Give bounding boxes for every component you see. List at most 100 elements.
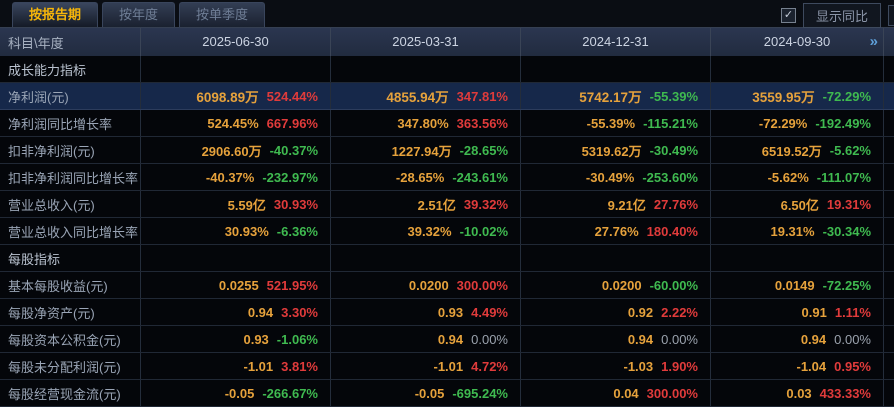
yoy-value: 4.49% [471, 304, 508, 320]
next-column-stub [883, 380, 894, 406]
value: 0.92 [627, 304, 654, 320]
value-cell: 0.92 2.22% [520, 299, 710, 325]
value: 2.51亿 [417, 197, 456, 213]
tab-quarterly[interactable]: 按单季度 [179, 2, 266, 27]
value-cell: -5.62% -111.07% [710, 164, 883, 190]
value: 39.32% [407, 223, 452, 239]
value-cell: -0.05 -266.67% [140, 380, 330, 406]
yoy-value: 1.90% [661, 358, 698, 374]
value: -30.49% [585, 169, 635, 185]
value: 0.94 [800, 331, 827, 347]
value: 0.94 [437, 331, 464, 347]
row-label: 每股资本公积金(元) [8, 332, 121, 348]
row-label: 每股净资产(元) [8, 305, 95, 321]
table-row[interactable]: 扣非净利润同比增长率 -40.37% -232.97% -28.65% -243.61%… [0, 164, 894, 191]
value: -0.05 [414, 385, 445, 401]
row-label: 每股指标 [8, 251, 61, 267]
yoy-value: 0.00% [834, 331, 871, 347]
show-yoy-checkbox[interactable]: ✓ [780, 8, 796, 23]
table-row[interactable]: 净利润(元) 6098.89万 524.44% 4855.94万 347.81% 5742… [0, 83, 894, 110]
value: -5.62% [767, 169, 809, 185]
row-label: 每股经营现金流(元) [8, 386, 121, 402]
value-cell: 1227.94万 -28.65% [330, 137, 520, 163]
table-row[interactable]: 净利润同比增长率 524.45% 667.96% 347.80% 363.56% -55.… [0, 110, 894, 137]
yoy-value: 1.11% [834, 304, 871, 320]
next-column-stub [883, 28, 894, 56]
column-header: 2024-12-31 [520, 28, 710, 56]
table-row[interactable]: 营业总收入同比增长率 30.93% -6.36% 39.32% -10.02% 27.76… [0, 218, 894, 245]
table-row[interactable]: 每股净资产(元) 0.94 3.30% 0.93 4.49% 0.92 2.22% 0.91 1… [0, 299, 894, 326]
yoy-value: 433.33% [819, 385, 871, 401]
value-cell: 0.94 0.00% [520, 326, 710, 352]
value-cell: 6098.89万 524.44% [140, 83, 330, 109]
value: 0.94 [627, 331, 654, 347]
yoy-value: -72.25% [822, 277, 871, 293]
value: 6519.52万 [761, 143, 822, 159]
value: 0.0255 [218, 277, 259, 293]
value-cell [710, 245, 883, 271]
chevron-double-right-icon[interactable]: » [869, 33, 878, 50]
value-cell: -1.01 3.81% [140, 353, 330, 379]
table-row[interactable]: 每股未分配利润(元) -1.01 3.81% -1.01 4.72% -1.03 1.90%… [0, 353, 894, 380]
value-cell: 5.59亿 30.93% [140, 191, 330, 217]
yoy-value: 524.44% [266, 88, 318, 104]
value: 0.93 [243, 331, 269, 347]
value: -72.29% [758, 115, 808, 131]
value-cell: -40.37% -232.97% [140, 164, 330, 190]
value-cell: 0.03 433.33% [710, 380, 883, 406]
value-cell: -28.65% -243.61% [330, 164, 520, 190]
yoy-value: 667.96% [266, 115, 318, 131]
section-row[interactable]: 每股指标 [0, 245, 894, 272]
value-cell: -55.39% -115.21% [520, 110, 710, 136]
value-cell: 39.32% -10.02% [330, 218, 520, 244]
value: 6098.89万 [196, 90, 259, 105]
value-cell: 3559.95万 -72.29% [710, 83, 883, 109]
yoy-value: 180.40% [646, 223, 698, 239]
column-header: 2024-09-30» [710, 28, 883, 56]
yoy-value: -72.29% [822, 88, 871, 104]
value-cell: 5742.17万 -55.39% [520, 83, 710, 109]
value: 5.59亿 [227, 197, 266, 213]
value: -0.05 [224, 385, 255, 401]
value-cell [330, 56, 520, 82]
value-cell: 19.31% -30.34% [710, 218, 883, 244]
yoy-value: 27.76% [653, 196, 698, 212]
value-cell [520, 56, 710, 82]
yoy-value: -243.61% [452, 169, 508, 185]
yoy-value: 19.31% [826, 196, 871, 212]
table-row[interactable]: 每股资本公积金(元) 0.93 -1.06% 0.94 0.00% 0.94 0.00% 0.… [0, 326, 894, 353]
value: -40.37% [205, 169, 255, 185]
section-row[interactable]: 成长能力指标 [0, 56, 894, 83]
value-cell: -30.49% -253.60% [520, 164, 710, 190]
table-body: 成长能力指标净利润(元) 6098.89万 524.44% 4855.94万 347.8… [0, 56, 894, 407]
value: -1.01 [433, 358, 464, 374]
next-column-stub [883, 299, 894, 325]
value-cell: 4855.94万 347.81% [330, 83, 520, 109]
table-row[interactable]: 基本每股收益(元) 0.0255 521.95% 0.0200 300.00% 0.020… [0, 272, 894, 299]
value-cell: 6519.52万 -5.62% [710, 137, 883, 163]
table-row[interactable]: 扣非净利润(元) 2906.60万 -40.37% 1227.94万 -28.65% 53… [0, 137, 894, 164]
yoy-value: -5.62% [829, 142, 871, 158]
value-cell: 0.0200 -60.00% [520, 272, 710, 298]
row-label: 净利润(元) [8, 89, 69, 105]
value-cell: 30.93% -6.36% [140, 218, 330, 244]
value: 0.0200 [601, 277, 642, 293]
tab-annual[interactable]: 按年度 [102, 2, 176, 27]
tab-report-period[interactable]: 按报告期 [12, 2, 99, 27]
value: 19.31% [770, 223, 815, 239]
value: 3559.95万 [752, 90, 815, 105]
table-row[interactable]: 每股经营现金流(元) -0.05 -266.67% -0.05 -695.24% 0.04… [0, 380, 894, 407]
show-yoy-button[interactable]: 显示同比 [802, 3, 881, 28]
value: 5319.62万 [581, 143, 642, 159]
value: 0.94 [247, 304, 274, 320]
value-cell: -1.04 0.95% [710, 353, 883, 379]
yoy-value: 39.32% [463, 196, 508, 212]
next-column-stub [883, 56, 894, 82]
corner-label: 科目\年度 [8, 35, 64, 51]
next-column-stub [883, 326, 894, 352]
value-cell: 0.94 0.00% [330, 326, 520, 352]
yoy-value: -28.65% [459, 142, 508, 158]
table-row[interactable]: 营业总收入(元) 5.59亿 30.93% 2.51亿 39.32% 9.21亿 27.76… [0, 191, 894, 218]
value-cell: -1.01 4.72% [330, 353, 520, 379]
value-cell: 2906.60万 -40.37% [140, 137, 330, 163]
